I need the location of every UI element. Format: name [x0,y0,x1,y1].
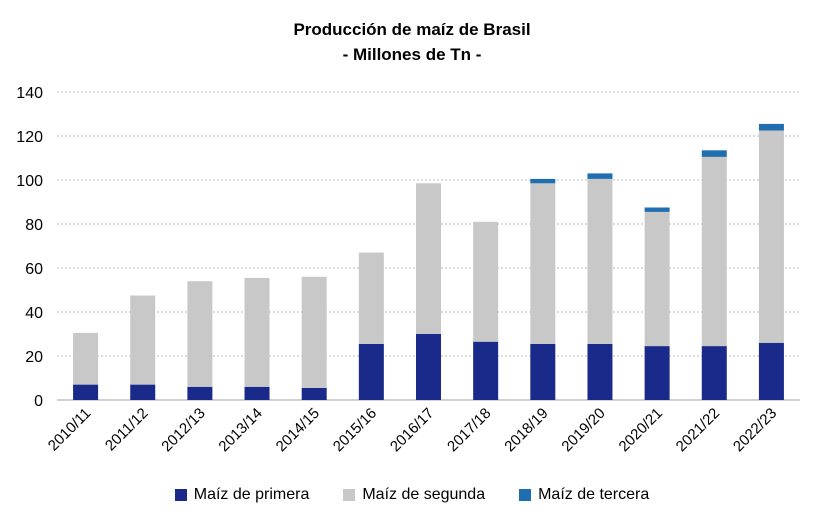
bar-segment-primera-2018-19 [530,343,556,400]
bar-segment-primera-2011-12 [130,384,156,400]
bar-segment-tercera-2020-21 [644,207,670,212]
bar-segment-segunda-2015-16 [358,252,384,344]
bar-segment-tercera-2019-20 [587,173,613,179]
y-tick-label: 20 [25,349,43,366]
x-tick-label: 2013/14 [215,405,265,455]
bar-segment-primera-2020-21 [644,346,670,400]
bar-segment-segunda-2012-13 [187,281,213,387]
bar-segment-segunda-2018-19 [530,183,556,344]
x-tick-label: 2015/16 [330,405,380,455]
legend: Maíz de primera Maíz de segunda Maíz de … [0,486,824,504]
x-tick-label: 2014/15 [273,405,323,455]
bar-segment-primera-2021-22 [701,346,727,400]
y-tick-label: 100 [16,173,43,190]
bars-layer [73,123,784,400]
y-tick-label: 40 [25,305,43,322]
bar-segment-primera-2014-15 [301,387,327,400]
bar-segment-primera-2019-20 [587,343,613,400]
y-tick-label: 0 [34,393,43,410]
bar-segment-segunda-2010-11 [73,332,99,385]
bar-segment-segunda-2016-17 [416,183,441,334]
legend-swatch-segunda [343,489,356,501]
x-tick-label: 2018/19 [501,405,551,455]
bar-segment-segunda-2014-15 [301,276,327,388]
y-tick-label: 60 [25,261,43,278]
bar-segment-tercera-2022-23 [758,123,784,131]
chart-subtitle: - Millones de Tn - [342,45,482,64]
legend-item-tercera: Maíz de tercera [519,486,649,504]
chart-title: Producción de maíz de Brasil [293,20,531,39]
chart-plot: 0 20 40 60 80 100 120 140 2010/11 2011/12 2012/13… [16,85,800,455]
bar-segment-segunda-2019-20 [587,178,613,344]
bar-segment-primera-2017-18 [473,341,499,400]
bar-segment-primera-2010-11 [73,384,99,400]
bar-segment-segunda-2020-21 [644,211,670,347]
x-tick-label: 2011/12 [102,405,152,455]
x-tick-label: 2017/18 [444,405,494,455]
bar-segment-segunda-2022-23 [758,130,784,343]
x-tick-label: 2022/23 [730,405,780,455]
bar-segment-primera-2012-13 [187,386,213,400]
y-tick-label: 80 [25,217,43,234]
bar-segment-segunda-2011-12 [130,295,156,385]
bar-segment-tercera-2021-22 [701,150,727,157]
bar-segment-primera-2015-16 [358,343,384,400]
legend-swatch-tercera [519,489,532,501]
legend-label-tercera: Maíz de tercera [538,486,650,503]
x-tick-label: 2021/22 [673,405,723,455]
bar-segment-primera-2013-14 [244,386,270,400]
bar-segment-segunda-2021-22 [701,156,727,347]
legend-item-segunda: Maíz de segunda [343,486,485,504]
legend-swatch-primera [174,489,187,501]
y-tick-labels: 0 20 40 60 80 100 120 140 [16,85,43,410]
x-tick-label: 2010/11 [45,405,95,455]
x-tick-label: 2019/20 [558,405,608,455]
x-tick-label: 2012/13 [158,405,208,455]
y-tick-label: 140 [16,85,43,102]
legend-label-segunda: Maíz de segunda [362,486,486,503]
bar-segment-segunda-2017-18 [473,221,499,342]
bar-segment-segunda-2013-14 [244,277,270,387]
bar-segment-primera-2016-17 [416,334,441,400]
legend-label-primera: Maíz de primera [193,486,310,503]
bar-segment-tercera-2018-19 [530,178,556,184]
bar-segment-primera-2022-23 [758,342,784,400]
x-tick-label: 2016/17 [387,405,437,455]
x-tick-label: 2020/21 [616,405,666,455]
y-tick-label: 120 [16,129,43,146]
x-tick-labels: 2010/11 2011/12 2012/13 2013/14 2014/15 2015/… [45,405,780,455]
legend-item-primera: Maíz de primera [174,486,310,504]
